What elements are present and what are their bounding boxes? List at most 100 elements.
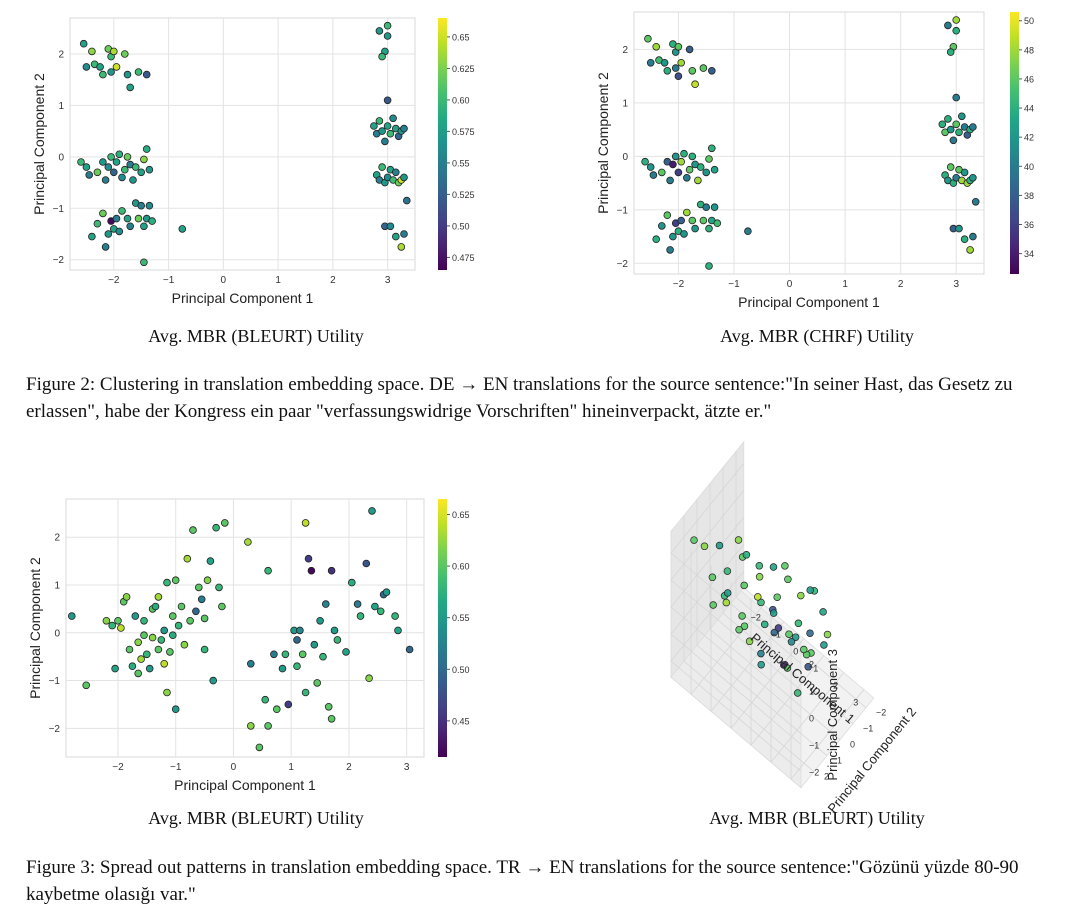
data-point-3d (735, 625, 743, 634)
data-point (960, 235, 969, 244)
data-point-3d (734, 536, 743, 544)
data-point (163, 578, 171, 587)
data-point-3d (785, 630, 793, 638)
data-point (683, 174, 691, 182)
data-point-3d (738, 612, 746, 620)
data-point (134, 638, 142, 647)
data-point (157, 636, 166, 644)
data-point (296, 626, 304, 635)
data-point (110, 47, 118, 56)
data-point (652, 235, 660, 244)
data-point (705, 224, 713, 233)
data-point-3d (757, 649, 765, 658)
data-point (163, 688, 171, 697)
data-point (658, 222, 666, 230)
figure-3-caption: Figure 3: Spread out patterns in transla… (26, 854, 1056, 908)
data-point (145, 664, 154, 673)
data-point (955, 128, 963, 137)
data-point (134, 214, 143, 223)
data-point (145, 165, 154, 174)
data-point (85, 171, 93, 179)
data-point (669, 160, 677, 169)
data-point (330, 626, 339, 635)
colorbar-tick-label: 42 (1024, 133, 1034, 143)
data-point (310, 640, 319, 649)
subcaption-3: Avg. MBR (BLEURT) Utility (148, 808, 364, 828)
grid-line-3d (790, 689, 865, 780)
data-point (126, 83, 134, 92)
figure-3-text: Spread out patterns in translation embed… (26, 857, 1019, 905)
y-tick-label: −2 (49, 724, 61, 735)
data-point (688, 216, 697, 225)
data-point (102, 617, 111, 625)
data-point-3d (797, 591, 805, 600)
data-point (107, 68, 115, 76)
data-point (944, 115, 952, 123)
data-point (666, 246, 674, 254)
data-point (142, 70, 151, 79)
data-point (400, 173, 408, 182)
data-point-3d (722, 598, 731, 607)
data-point (671, 64, 680, 72)
data-point (383, 32, 392, 40)
chart-panel-1: −2 −1 0 1 2 3 −2 −1 0 1 2 Principal Component 1 Prin… (30, 12, 475, 310)
data-point (140, 155, 148, 164)
data-point (389, 114, 397, 123)
data-point (663, 66, 672, 75)
data-point (955, 224, 963, 233)
data-point (652, 42, 660, 51)
data-point (218, 602, 226, 611)
y-tick-label: −1 (617, 205, 629, 216)
data-point (376, 607, 385, 616)
data-point-3d (769, 563, 778, 571)
data-point (131, 612, 140, 620)
data-point (261, 695, 270, 704)
data-point (696, 163, 705, 171)
data-point (649, 171, 658, 179)
data-point (180, 640, 189, 649)
grid-line-3d (670, 544, 745, 635)
data-point (347, 578, 356, 587)
x-tick-label: 1 (813, 664, 818, 674)
data-point (293, 636, 301, 644)
data-point (708, 66, 716, 75)
data-point (702, 203, 710, 212)
data-point (183, 554, 192, 563)
data-point (644, 34, 652, 43)
x-tick-label: 3 (953, 279, 959, 290)
data-point (319, 652, 327, 661)
z-tick-label: 2 (809, 660, 814, 670)
colorbar-tick-label: 48 (1024, 45, 1034, 55)
x-tick-label: −2 (108, 275, 120, 286)
colorbar (438, 499, 447, 757)
data-point-3d (819, 608, 827, 616)
x-tick-label: 0 (793, 647, 798, 657)
data-point (206, 557, 215, 565)
z-tick-label: −1 (809, 741, 819, 751)
data-point (663, 211, 672, 220)
data-point (333, 636, 342, 644)
grid-line-3d (690, 604, 765, 695)
data-point (140, 617, 148, 625)
data-point (708, 144, 716, 153)
data-point (710, 165, 719, 174)
grid-line-3d (735, 596, 867, 709)
data-point-3d (806, 629, 814, 637)
data-point-3d (760, 620, 769, 629)
x-tick-label: 2 (330, 275, 336, 286)
grid-line-3d (750, 655, 825, 746)
data-point (115, 150, 124, 159)
data-point (88, 47, 96, 56)
data-point (946, 125, 955, 134)
data-point (121, 165, 129, 174)
data-point (82, 63, 91, 71)
data-point (397, 243, 406, 251)
data-point (154, 593, 163, 601)
data-point (145, 201, 154, 210)
x-tick-label: 2 (346, 762, 352, 773)
data-point-3d (806, 586, 814, 594)
data-point (327, 715, 336, 723)
data-point (646, 58, 655, 67)
data-point (101, 176, 110, 184)
colorbar-tick-label: 34 (1024, 249, 1034, 259)
